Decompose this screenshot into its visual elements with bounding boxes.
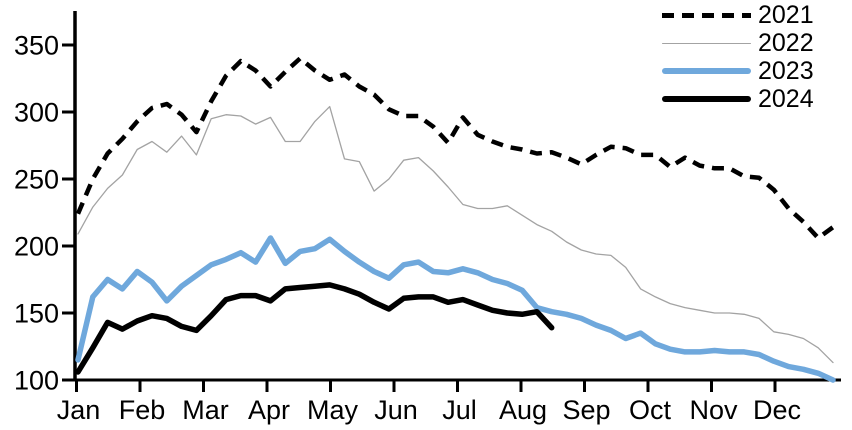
legend-label-2021: 2021	[758, 1, 814, 29]
x-tick-label-jun: Jun	[374, 395, 418, 425]
legend-label-2024: 2024	[758, 85, 814, 113]
x-tick-label-nov: Nov	[689, 395, 738, 425]
x-tick-label-oct: Oct	[629, 395, 672, 425]
x-tick-label-jan: Jan	[57, 395, 101, 425]
x-tick-label-may: May	[307, 395, 359, 425]
x-tick-label-dec: Dec	[753, 395, 801, 425]
x-tick-label-apr: Apr	[248, 395, 290, 425]
legend-swatch-2023-blue-line	[662, 68, 751, 74]
legend-item-2024: 2024	[662, 85, 814, 113]
legend-item-2023: 2023	[662, 57, 814, 85]
legend-swatch-2024-black-line	[662, 96, 751, 102]
series-2022-line	[77, 105, 834, 364]
series-2023-line	[75, 235, 836, 383]
y-tick-label-350: 350	[14, 31, 59, 61]
x-tick-label-aug: Aug	[499, 395, 547, 425]
y-tick-label-200: 200	[14, 232, 59, 262]
y-tick-label-100: 100	[14, 366, 59, 396]
legend-swatch-2022-thin-line	[662, 42, 751, 44]
x-tick-label-sep: Sep	[562, 395, 610, 425]
y-tick-label-150: 150	[14, 299, 59, 329]
x-tick-label-mar: Mar	[182, 395, 229, 425]
series-2024-line	[75, 282, 555, 375]
legend-swatch-2021-dashed-line	[662, 12, 751, 18]
legend-label-2022: 2022	[758, 29, 814, 57]
legend-label-2023: 2023	[758, 57, 814, 85]
x-tick-label-jul: Jul	[442, 395, 477, 425]
x-tick-label-feb: Feb	[119, 395, 166, 425]
y-tick-label-250: 250	[14, 165, 59, 195]
legend-item-2021: 2021	[662, 1, 814, 29]
legend: 2021 2022 2023 2024	[662, 1, 814, 113]
legend-item-2022: 2022	[662, 29, 814, 57]
y-tick-label-300: 300	[14, 98, 59, 128]
series-2021-line	[75, 56, 835, 241]
